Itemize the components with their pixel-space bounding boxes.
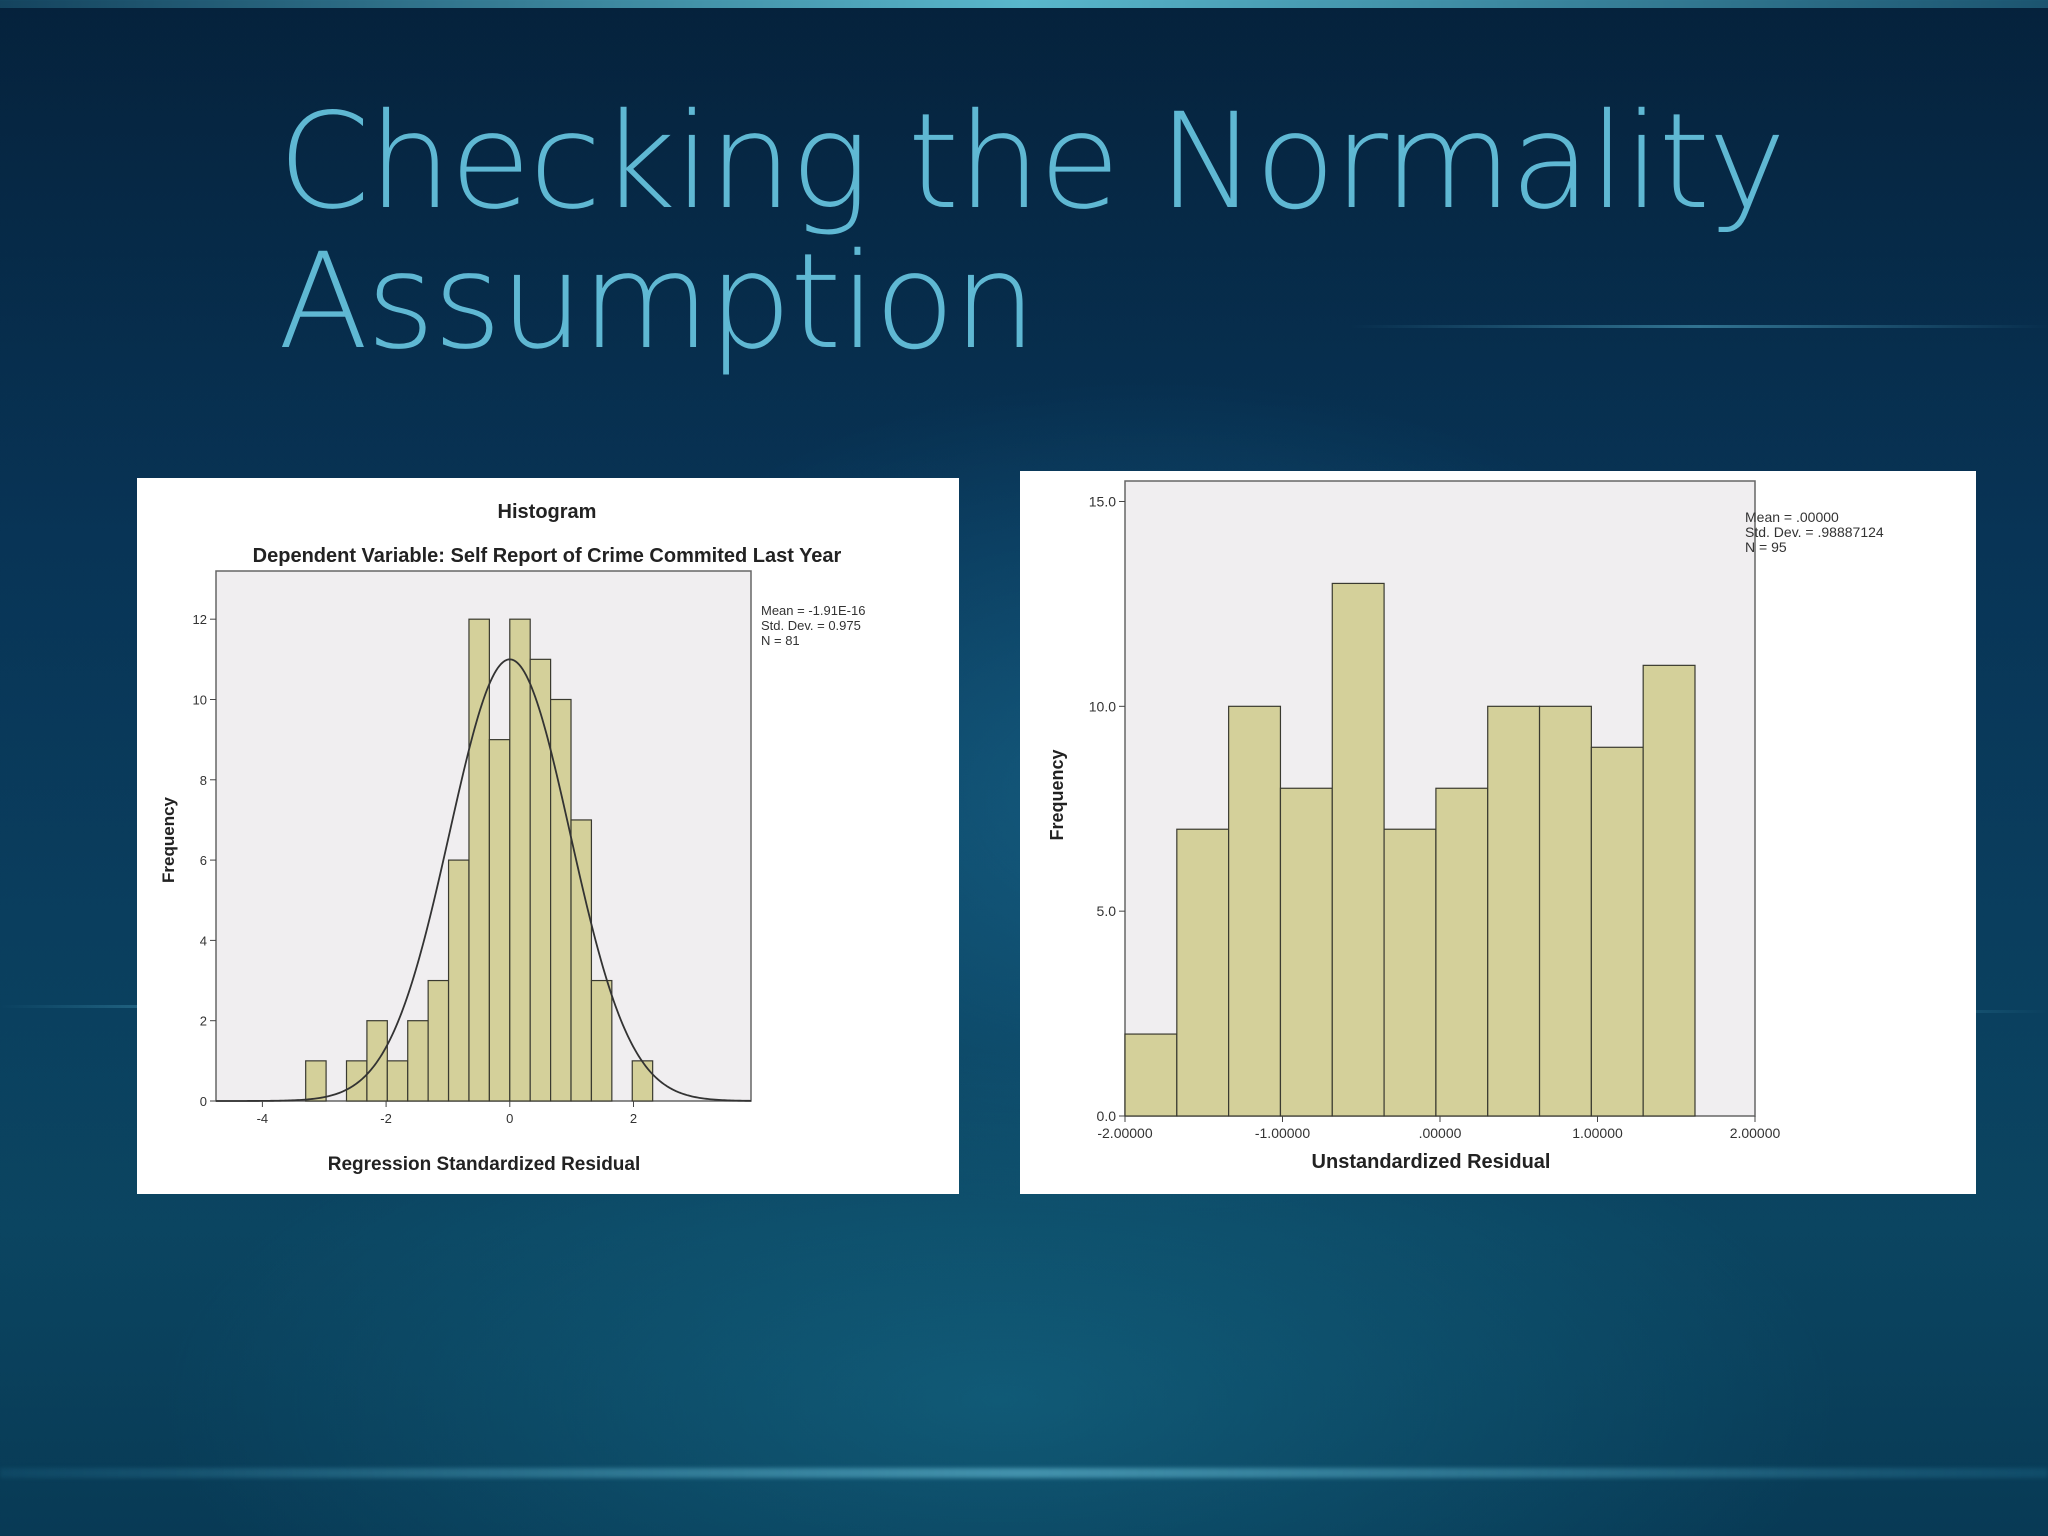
chart-title: Histogram bbox=[498, 501, 597, 523]
chart-subtitle: Dependent Variable: Self Report of Crime… bbox=[253, 545, 842, 567]
y-tick-label: 6 bbox=[200, 853, 207, 868]
x-tick-label: -4 bbox=[257, 1111, 269, 1126]
stats-mean: Mean = -1.91E-16 bbox=[761, 603, 865, 618]
top-glow bbox=[0, 0, 2048, 8]
histogram-bar bbox=[427, 979, 450, 1102]
x-tick-label: 2 bbox=[630, 1111, 637, 1126]
bottom-glow bbox=[0, 1468, 2048, 1478]
histogram-bar bbox=[509, 618, 531, 1102]
title-line-2: Assumption bbox=[278, 225, 1037, 379]
histogram-bar bbox=[345, 1060, 368, 1102]
histogram-bar bbox=[1176, 828, 1230, 1117]
x-tick-label: 1.00000 bbox=[1572, 1125, 1623, 1141]
y-tick-label: 8 bbox=[200, 773, 207, 788]
histogram-bar bbox=[407, 1020, 429, 1102]
y-tick-label: 0.0 bbox=[1097, 1108, 1117, 1124]
x-tick-label: 2.00000 bbox=[1730, 1125, 1781, 1141]
y-tick-label: 2 bbox=[200, 1014, 207, 1029]
chart-panel-right: Unstandardized Residual Frequency Mean =… bbox=[1020, 471, 1976, 1194]
x-tick-label: -1.00000 bbox=[1255, 1125, 1310, 1141]
y-axis-label: Frequency bbox=[159, 796, 178, 883]
histogram-bar bbox=[1435, 787, 1489, 1117]
y-tick-label: 5.0 bbox=[1097, 903, 1117, 919]
histogram-unstandardized-residual: Unstandardized Residual Frequency Mean =… bbox=[1047, 480, 1884, 1173]
histogram-bar bbox=[590, 979, 613, 1102]
y-tick-label: 4 bbox=[200, 933, 207, 948]
stats-mean: Mean = .00000 bbox=[1745, 509, 1839, 525]
histogram-bar bbox=[1228, 705, 1282, 1117]
histogram-bar bbox=[1124, 1033, 1178, 1117]
y-tick-label: 10 bbox=[193, 692, 207, 707]
x-tick-label: -2 bbox=[380, 1111, 392, 1126]
y-tick-label: 15.0 bbox=[1089, 493, 1116, 509]
histogram-bar bbox=[447, 859, 470, 1102]
chart-panel-left: Histogram Dependent Variable: Self Repor… bbox=[137, 478, 959, 1194]
y-tick-label: 0 bbox=[200, 1094, 207, 1109]
histogram-bar bbox=[570, 819, 593, 1102]
x-tick-label: .00000 bbox=[1419, 1125, 1462, 1141]
normal-curve bbox=[216, 658, 752, 1102]
histogram-bar bbox=[1538, 705, 1592, 1117]
y-tick-label: 12 bbox=[193, 612, 207, 627]
histogram-bar bbox=[1487, 705, 1541, 1117]
x-axis-label: Regression Standardized Residual bbox=[328, 1154, 641, 1175]
histogram-standardized-residual: Histogram Dependent Variable: Self Repor… bbox=[159, 501, 865, 1175]
stats-std-dev: Std. Dev. = .98887124 bbox=[1745, 524, 1884, 540]
histogram-bar bbox=[1331, 582, 1385, 1117]
stats-n: N = 95 bbox=[1745, 539, 1787, 555]
y-axis-label: Frequency bbox=[1047, 749, 1067, 840]
light-streak bbox=[1350, 325, 2048, 328]
histogram-bar bbox=[631, 1060, 654, 1102]
histogram-bar bbox=[1279, 787, 1333, 1117]
histogram-bar bbox=[305, 1060, 327, 1102]
histogram-bar bbox=[386, 1060, 409, 1102]
histogram-bar bbox=[488, 739, 511, 1102]
x-tick-label: -2.00000 bbox=[1097, 1125, 1152, 1141]
x-axis-label: Unstandardized Residual bbox=[1312, 1151, 1551, 1173]
y-tick-label: 10.0 bbox=[1089, 698, 1116, 714]
histogram-bar bbox=[1590, 746, 1644, 1117]
histogram-bar bbox=[1383, 828, 1437, 1117]
slide-title: Checking the Normality Assumption bbox=[278, 92, 1878, 372]
histogram-bar bbox=[529, 658, 552, 1102]
x-tick-label: 0 bbox=[506, 1111, 513, 1126]
histogram-bar bbox=[1642, 664, 1696, 1117]
stats-std-dev: Std. Dev. = 0.975 bbox=[761, 618, 861, 633]
stats-n: N = 81 bbox=[761, 633, 800, 648]
title-line-1: Checking the Normality bbox=[278, 85, 1786, 239]
